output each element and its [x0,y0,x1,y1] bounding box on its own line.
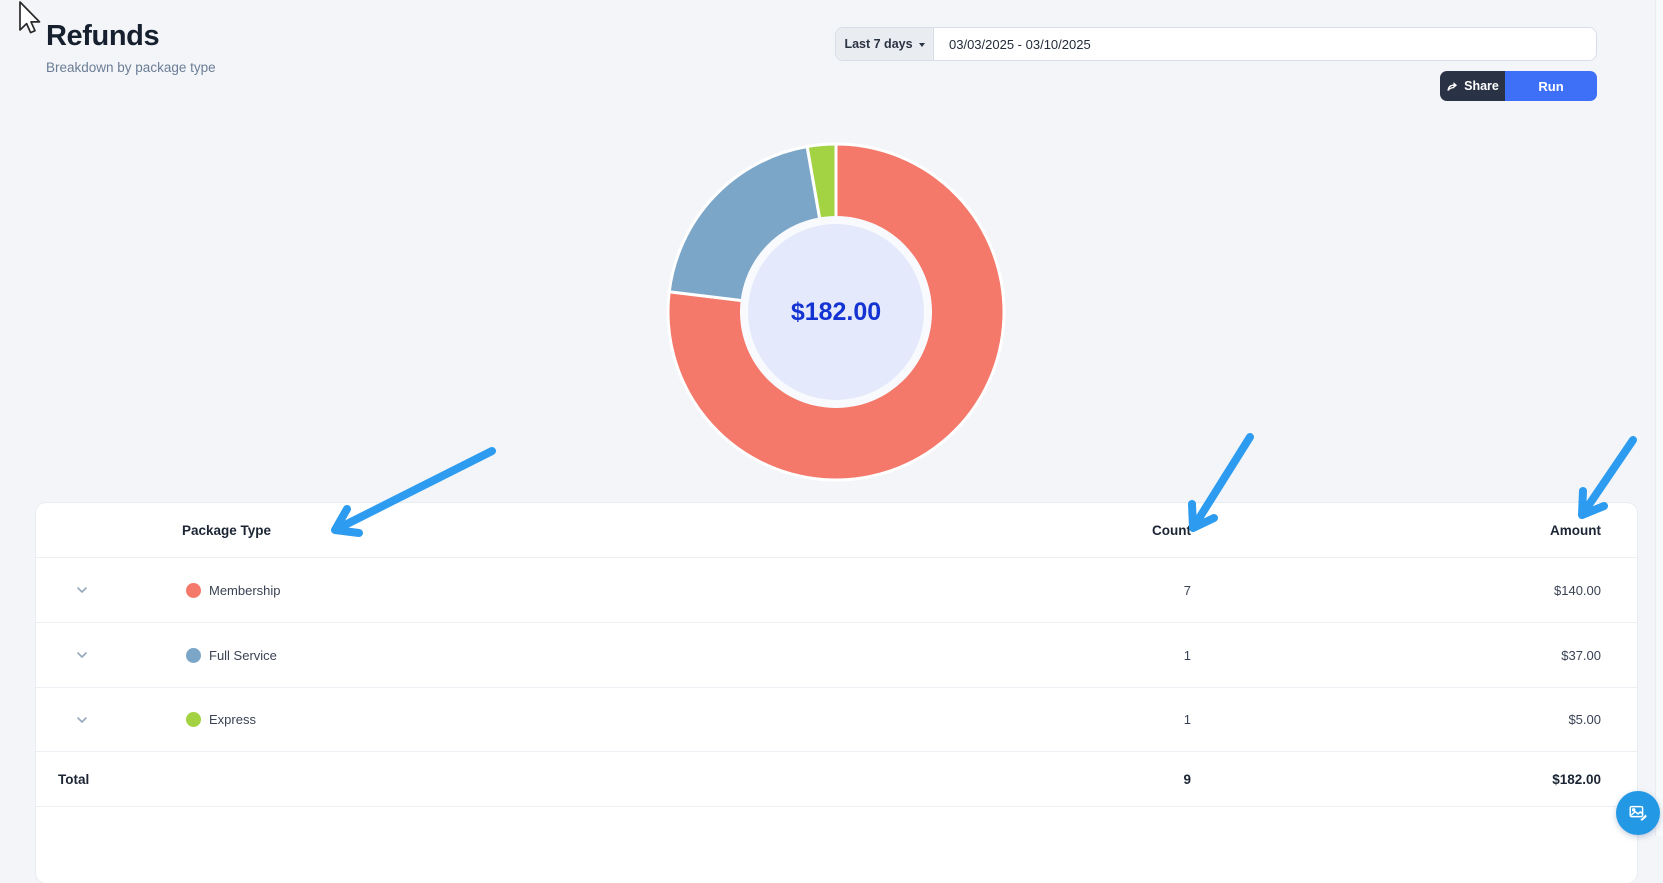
package-type-header: Package Type [182,522,272,538]
table-total-row: Total 9 $182.00 [36,752,1637,807]
screenshot-widget-button[interactable] [1616,791,1660,835]
donut-inner-circle [748,224,924,400]
package-cell: Membership [182,582,671,598]
table-header-row: Package Type Count Amount [36,503,1637,558]
amount-cell: $37.00 [1561,647,1601,663]
date-range-input[interactable]: 03/03/2025 - 03/10/2025 [949,36,1091,52]
count-cell: 1 [1183,712,1191,727]
row-expander[interactable] [58,582,182,598]
series-color-dot [186,712,201,727]
row-expander[interactable] [58,647,182,663]
row-expander[interactable] [58,712,182,728]
package-cell: Express [182,712,671,727]
run-button-label: Run [1538,78,1564,94]
donut-slice-membership[interactable] [666,142,1006,482]
count-cell: 1 [1183,647,1191,663]
report-actions: Share Run [1440,71,1597,101]
share-icon [1447,81,1458,91]
page-title: Refunds [46,20,160,52]
share-button[interactable]: Share [1440,71,1505,101]
total-label: Total [58,771,90,787]
amount-cell: $140.00 [1554,582,1601,598]
page-scroll-edge[interactable] [1655,0,1663,836]
date-range-group: Last 7 days 03/03/2025 - 03/10/2025 [835,27,1597,61]
table-row: Express 1 $5.00 [36,688,1637,752]
total-count: 9 [1183,771,1191,787]
table-body: Membership 7 $140.00 Full Service 1 $37.00 Exp… [36,558,1637,752]
range-preset-dropdown[interactable]: Last 7 days [836,28,934,60]
page-subtitle: Breakdown by package type [46,60,216,75]
amount-cell: $5.00 [1568,712,1601,727]
refunds-donut-chart [666,142,1006,482]
chevron-down-icon [77,652,87,658]
package-label: Express [209,712,256,727]
table-row: Full Service 1 $37.00 [36,623,1637,688]
mouse-cursor [19,1,41,34]
range-preset-label: Last 7 days [844,37,913,51]
run-button[interactable]: Run [1505,71,1597,101]
image-capture-icon [1629,805,1647,821]
chevron-down-icon [918,42,925,47]
donut-center-total: $182.00 [790,297,882,326]
package-label: Full Service [209,647,277,663]
series-color-dot [186,582,201,598]
total-amount: $182.00 [1552,771,1601,787]
chevron-down-icon [77,716,87,723]
breakdown-table-card: Package Type Count Amount Membership 7 $14… [36,503,1637,883]
count-header: Count [1152,522,1191,538]
share-button-label: Share [1464,79,1499,93]
package-label: Membership [209,582,281,598]
amount-header: Amount [1550,522,1601,538]
series-color-dot [186,647,201,663]
chevron-down-icon [77,587,87,593]
count-cell: 7 [1183,582,1191,598]
package-cell: Full Service [182,647,671,663]
table-row: Membership 7 $140.00 [36,558,1637,623]
